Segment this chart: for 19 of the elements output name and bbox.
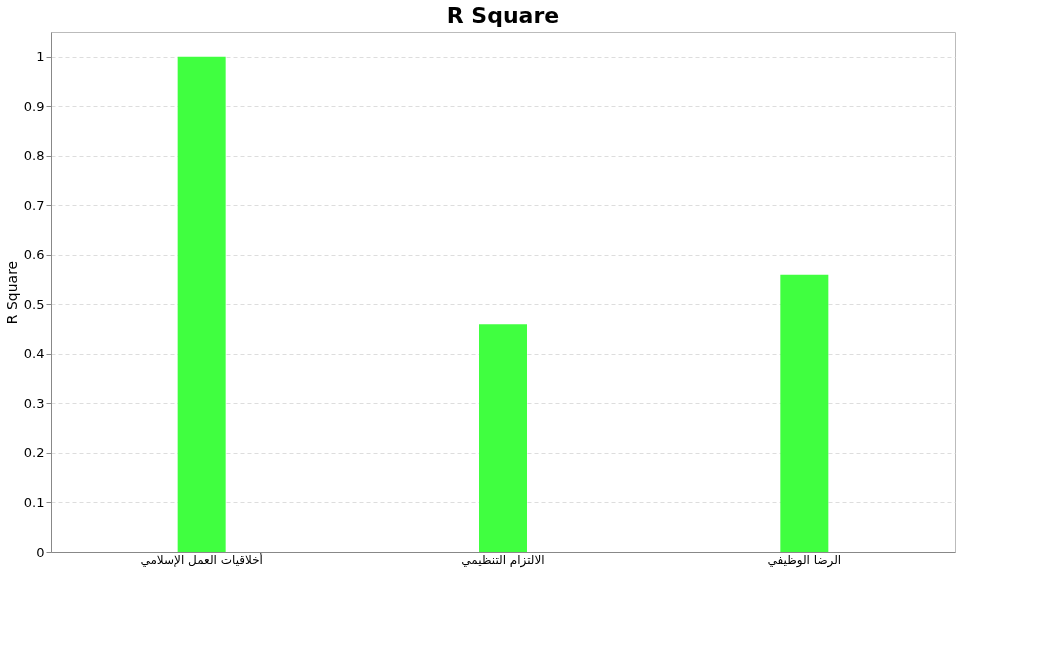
x-tick-label: الرضا الوظيفي <box>767 552 842 568</box>
y-tick-label: 0.7 <box>23 197 45 213</box>
y-tick-label: 0.4 <box>23 346 45 362</box>
bar <box>479 324 527 552</box>
x-tick-label: أخلاقيات العمل الإسلامي <box>140 551 263 567</box>
y-tick-label: 1 <box>36 49 45 65</box>
y-tick-label: 0.3 <box>23 395 45 411</box>
y-tick-label: 0.6 <box>23 247 45 263</box>
y-axis-title: R Square <box>3 260 20 325</box>
bar <box>780 274 829 552</box>
y-tick-label: 0.5 <box>23 296 45 312</box>
y-tick-label: 0 <box>36 544 45 560</box>
y-tick-label: 0.2 <box>23 445 45 461</box>
y-tick-label: 0.1 <box>23 494 45 510</box>
bar <box>177 56 226 552</box>
chart-title: R Square <box>446 3 560 28</box>
y-tick-label: 0.8 <box>23 148 45 164</box>
x-tick-label: الالتزام التنظيمي <box>461 552 545 568</box>
y-tick-label: 0.9 <box>23 98 45 114</box>
